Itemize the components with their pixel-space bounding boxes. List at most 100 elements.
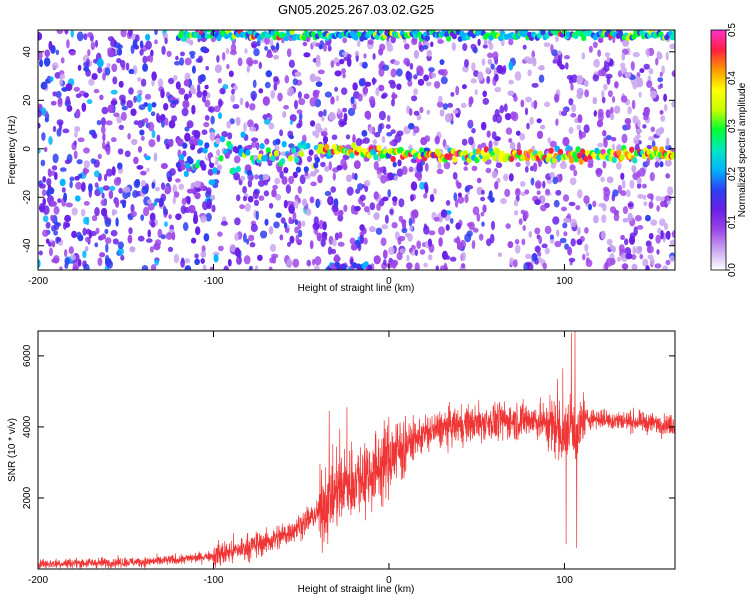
spectrogram-cell — [203, 121, 210, 128]
spectrogram-cell — [576, 75, 584, 85]
spectrogram-cell — [488, 140, 493, 150]
spectrogram-feature-cell — [540, 30, 546, 36]
spectrogram-cell — [460, 102, 467, 108]
spectrogram-cell — [657, 77, 664, 83]
spectrogram-cell — [283, 200, 288, 209]
spectrogram-cell — [530, 177, 535, 186]
spectrogram-cell — [464, 194, 469, 204]
spectrogram-cell — [233, 155, 241, 164]
spectrogram-cell — [74, 176, 80, 181]
spectrogram-cell — [367, 39, 374, 45]
spectrogram-cell — [101, 207, 108, 217]
spectrogram-cell — [223, 265, 229, 270]
spectrogram-feature-cell — [509, 155, 515, 163]
spectrogram-cell — [646, 80, 653, 88]
spectrogram-cell — [531, 252, 538, 262]
spectrogram-cell — [364, 206, 370, 213]
spectrogram-cell — [51, 240, 56, 248]
spectrogram-feature-cell — [181, 35, 187, 42]
spectrogram-cell — [334, 70, 342, 77]
spectrogram-cell — [255, 210, 259, 221]
spectrogram-cell — [520, 181, 526, 187]
spectrogram-cell — [570, 83, 574, 91]
spectrogram-cell — [616, 161, 622, 170]
spectrogram-cell — [606, 56, 611, 63]
spectrogram-cell — [504, 113, 512, 121]
spectrogram-xlabel: Height of straight line (km) — [298, 283, 415, 294]
spectrogram-cell — [388, 246, 395, 255]
spectrogram-cell — [146, 55, 151, 62]
spectrogram-cell — [317, 69, 325, 75]
spectrogram-cell — [583, 195, 590, 204]
spectrogram-cell — [56, 237, 62, 243]
spectrogram-cell — [671, 100, 675, 108]
spectrogram-cell — [428, 67, 435, 73]
snr-series — [38, 331, 675, 569]
spectrogram-cell — [84, 246, 89, 252]
spectrogram-cell — [288, 143, 295, 149]
spectrogram-cell — [438, 69, 445, 75]
spectrogram-cell — [81, 208, 86, 217]
spectrogram-cell — [275, 194, 282, 201]
spectrogram-cell — [71, 230, 77, 238]
spectrogram-cell — [435, 265, 439, 270]
spectrogram-cell — [110, 229, 118, 237]
spectrogram-cell — [638, 91, 642, 98]
spectrogram-cell — [151, 102, 157, 108]
spectrogram-cell — [411, 95, 418, 102]
spectrogram-cell — [389, 208, 394, 215]
spectrogram-cell — [362, 137, 370, 144]
spectrogram-cell — [665, 51, 669, 61]
spectrogram-cell — [75, 93, 82, 98]
spectrogram-cell — [510, 111, 517, 120]
spectrogram-cell — [44, 49, 50, 58]
spectrogram-cell — [663, 222, 669, 230]
spectrogram-cell — [172, 184, 178, 194]
spectrogram-cell — [481, 189, 485, 195]
spectrogram-feature-cell — [180, 163, 186, 171]
spectrogram-cell — [433, 216, 440, 222]
spectrogram-cell — [471, 240, 476, 250]
spectrogram-cell — [404, 43, 410, 50]
spectrogram-cell — [512, 259, 518, 268]
spectrogram-cell — [164, 187, 171, 195]
spectrogram-cell — [284, 227, 290, 233]
spectrogram-cell — [151, 78, 155, 87]
spectrogram-cell — [128, 227, 133, 235]
spectrogram-cell — [455, 85, 460, 96]
spectrogram-cell — [48, 40, 53, 51]
spectrogram-cell — [420, 137, 428, 146]
spectrogram-cell — [665, 173, 670, 179]
colorbar-tick-label: 0.3 — [727, 119, 738, 133]
spectrogram-feature-cell — [294, 156, 300, 164]
spectrogram-cell — [357, 93, 363, 102]
spectrogram-cell — [252, 189, 259, 200]
spectrogram-frame — [37, 29, 676, 271]
spectrogram-cell — [328, 235, 334, 245]
spectrogram-cell — [86, 216, 90, 226]
spectrogram-cell — [397, 159, 402, 167]
spectrogram-cell — [318, 44, 323, 50]
spectrogram-cell — [257, 179, 265, 187]
spectrogram-cell — [562, 136, 570, 147]
spectrogram-cell — [42, 215, 49, 223]
spectrogram-cell — [422, 45, 429, 50]
spectrogram-cell — [617, 256, 621, 262]
spectrogram-cell — [414, 171, 422, 179]
spectrogram-cell — [216, 55, 220, 63]
spectrogram-cell — [262, 114, 268, 120]
spectrogram-cell — [503, 173, 509, 182]
spectrogram-feature-cell — [536, 32, 543, 39]
spectrogram-cell — [258, 88, 264, 94]
spectrogram-cell — [186, 196, 191, 205]
spectrogram-cell — [378, 84, 385, 92]
spectrogram-cell — [102, 185, 110, 191]
spectrogram-cell — [135, 94, 142, 103]
spectrogram-cell — [649, 202, 653, 208]
spectrogram-cell — [111, 209, 116, 216]
spectrogram-cell — [438, 95, 443, 103]
spectrogram-cell — [169, 168, 176, 176]
spectrogram-cell — [218, 98, 223, 108]
x-tick-label: -100 — [203, 276, 223, 287]
